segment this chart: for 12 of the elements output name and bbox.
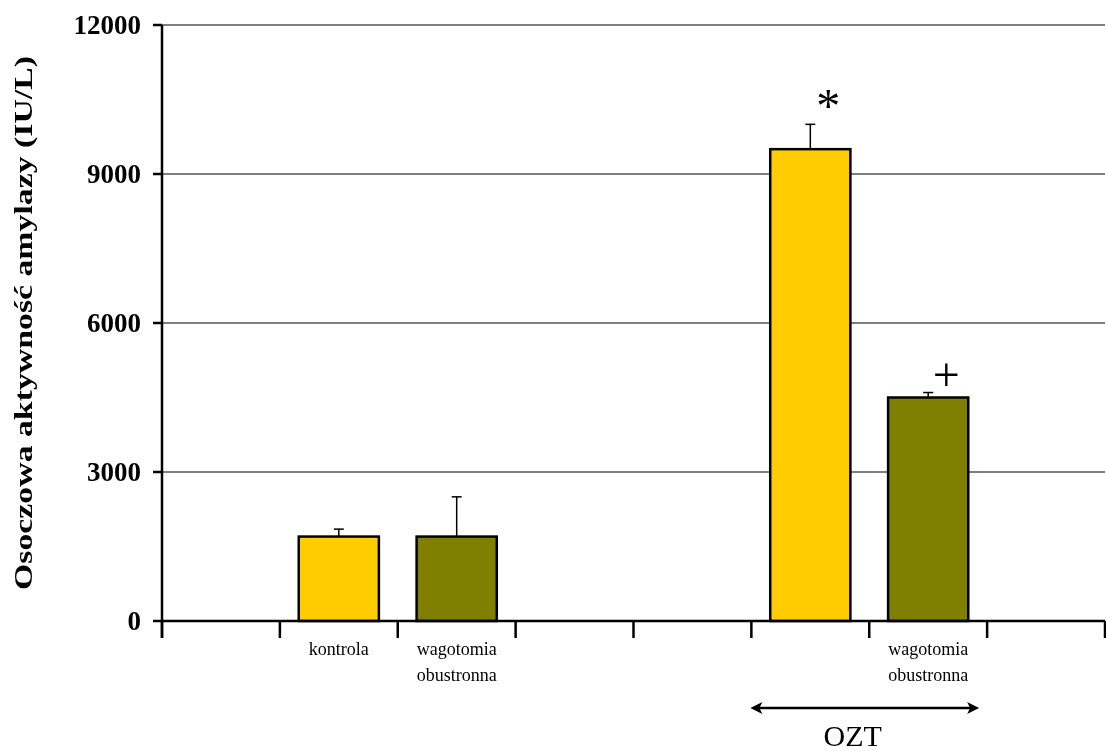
y-tick-label: 12000: [73, 10, 141, 41]
data-label: +: [932, 347, 960, 401]
data-label: *: [816, 79, 841, 133]
x-tick-label: kontrola: [308, 639, 369, 659]
y-tick-label: 6000: [87, 308, 141, 339]
y-tick-label: 9000: [87, 159, 141, 190]
y-tick-label: 0: [127, 606, 141, 637]
text: OZT: [823, 719, 882, 751]
y-axis-title: Osoczowa aktywność amylazy (IU/L): [8, 56, 39, 590]
x-tick-label: wagotomia obustronna: [416, 639, 497, 685]
y-tick-label: 3000: [87, 457, 141, 488]
x-tick-label: wagotomia obustronna: [888, 639, 969, 685]
